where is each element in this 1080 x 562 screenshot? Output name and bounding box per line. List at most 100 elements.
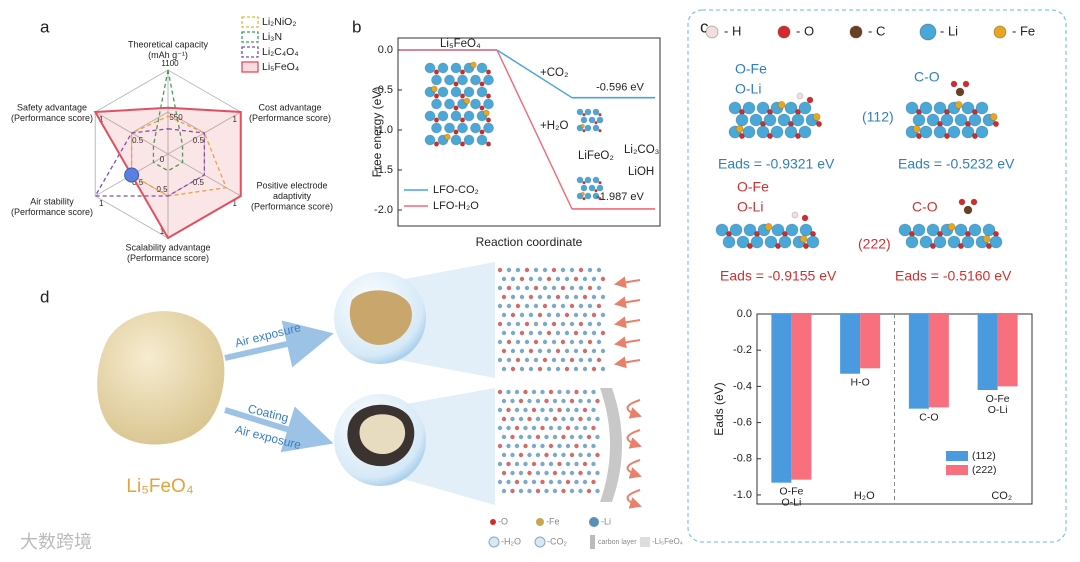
lattice-atom <box>540 389 545 395</box>
atom <box>735 124 744 134</box>
capacity-tick-label: 550 <box>169 113 183 122</box>
lattice-atom <box>542 321 548 327</box>
legend-swatch <box>241 31 259 43</box>
lattice-atom <box>560 303 566 309</box>
axis-label: (Performance score) <box>127 253 209 263</box>
lattice-atom <box>501 366 507 372</box>
lattice-atom <box>514 389 520 395</box>
axis-label: Theoretical capacity <box>128 39 209 49</box>
atom <box>582 128 586 133</box>
lattice-atom <box>548 461 554 467</box>
lattice-atom <box>557 479 562 485</box>
lattice-atom <box>510 312 516 318</box>
lattice-atom <box>582 425 588 431</box>
lattice-atom <box>546 348 552 354</box>
atom <box>476 62 488 74</box>
lattice-atom <box>523 407 528 413</box>
lattice-atom <box>533 303 539 309</box>
atom <box>483 98 494 110</box>
atom <box>961 235 975 249</box>
radar-series <box>93 106 242 240</box>
atom <box>457 122 468 134</box>
lattice-atom <box>542 285 548 291</box>
lattice-atom <box>535 398 541 404</box>
lattice-atom <box>569 434 575 440</box>
atom <box>722 235 736 249</box>
legend-swatch <box>241 61 259 73</box>
atom <box>424 110 436 122</box>
legend-icon <box>488 536 500 548</box>
atom <box>437 110 449 122</box>
atom <box>947 125 961 139</box>
atom <box>594 120 598 125</box>
lattice-atom <box>591 479 596 485</box>
category-label: O-Fe <box>779 485 803 497</box>
lattice-atom <box>600 294 606 300</box>
lattice-atom <box>561 470 566 476</box>
atom <box>777 100 786 110</box>
lattice-atom <box>510 330 516 336</box>
lattice-atom <box>582 330 588 336</box>
atom <box>784 101 798 115</box>
lattice-atom <box>524 303 530 309</box>
plot-frame <box>397 37 661 227</box>
lattice-atom <box>537 276 543 282</box>
legend-icon <box>590 535 595 549</box>
lattice-atom <box>510 488 515 494</box>
lattice-atom <box>578 452 583 458</box>
lattice-atom <box>535 434 541 440</box>
lattice-atom <box>600 348 606 354</box>
atom <box>764 235 778 249</box>
lattice-atom <box>564 330 570 336</box>
arrow <box>626 429 642 449</box>
eads-label: Eads = -0.9155 eV <box>720 268 837 284</box>
atom <box>989 235 1003 249</box>
atom <box>431 122 442 134</box>
site-label: O-Fe <box>737 179 769 195</box>
lattice-atom <box>596 339 602 345</box>
facet-label: (222) <box>858 236 891 252</box>
legend-icon <box>534 536 546 548</box>
value-label: -1.987 eV <box>596 191 644 203</box>
legend-icon <box>536 518 544 526</box>
lattice-atom <box>515 321 521 327</box>
arrow <box>626 399 642 419</box>
atom <box>799 223 813 237</box>
lattice-atom <box>557 461 562 467</box>
lattice-atom <box>587 267 593 273</box>
lattice-atom <box>506 267 512 273</box>
lattice-atom <box>501 452 507 458</box>
atom <box>463 86 475 98</box>
atom <box>791 113 805 127</box>
lattice-atom <box>557 443 562 449</box>
lattice-atom <box>533 267 539 273</box>
lattice-atom <box>587 321 593 327</box>
atom <box>806 96 814 104</box>
lattice-atom <box>586 470 592 476</box>
category-label: H-O <box>851 376 870 388</box>
atom <box>444 74 455 86</box>
atom <box>784 125 798 139</box>
legend-label: -O <box>498 516 508 526</box>
annotation: +H₂O <box>540 120 568 132</box>
atom <box>469 61 477 69</box>
atom <box>463 110 475 122</box>
atom <box>588 116 596 124</box>
lattice-atom <box>501 398 507 404</box>
lattice-atom <box>552 398 558 404</box>
lattice-atom <box>582 479 588 485</box>
atom <box>580 123 585 129</box>
arrow <box>614 336 641 349</box>
lattice-atom <box>557 389 562 395</box>
atom <box>424 134 436 146</box>
watermark: 大数跨境 <box>20 532 92 552</box>
lattice-atom <box>542 267 548 273</box>
lattice-atom <box>582 443 588 449</box>
legend-atom <box>777 25 791 39</box>
particle <box>359 414 406 455</box>
axis-label: (Performance score) <box>11 207 93 217</box>
lattice-atom <box>497 479 503 485</box>
atom <box>594 188 598 193</box>
lattice-atom <box>531 389 537 395</box>
lattice-atom <box>510 452 515 458</box>
